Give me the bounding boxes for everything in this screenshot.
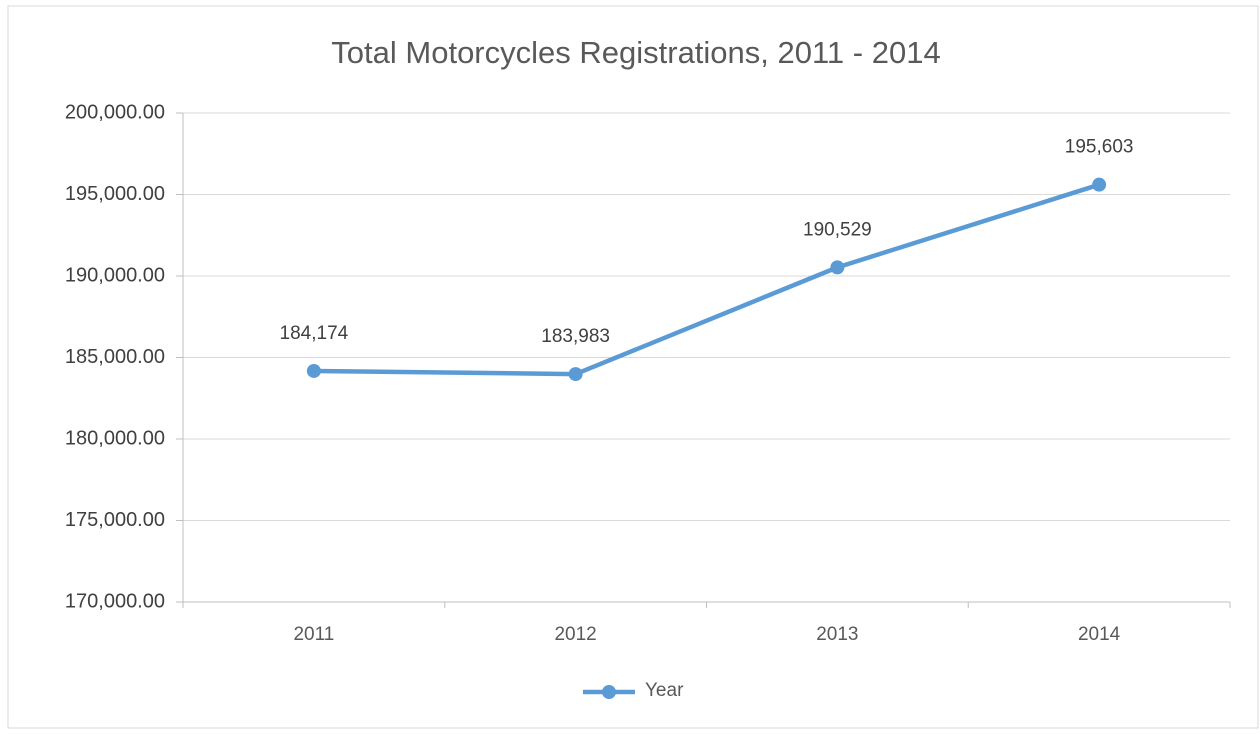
data-label: 184,174 [280,323,349,344]
x-tick-label: 2013 [816,624,858,645]
data-point [306,363,321,378]
data-label: 195,603 [1065,137,1134,158]
legend-label: Year [645,680,684,701]
chart-border [7,5,1259,729]
y-tick-label: 180,000.00 [65,427,165,449]
data-point [568,367,583,382]
x-tick-label: 2014 [1078,624,1121,645]
data-label: 190,529 [803,219,872,240]
y-tick-label: 200,000.00 [65,101,165,123]
y-tick-label: 195,000.00 [65,183,165,205]
chart-title: Total Motorcycles Registrations, 2011 - … [331,35,940,70]
legend-marker [602,685,616,699]
data-point [1092,177,1107,192]
x-tick-label: 2012 [554,624,596,645]
y-tick-label: 175,000.00 [65,509,165,531]
x-tick-label: 2011 [293,624,334,645]
data-point [830,260,845,275]
data-label: 183,983 [541,326,610,347]
y-tick-label: 170,000.00 [65,590,165,612]
y-tick-label: 185,000.00 [65,346,165,368]
y-tick-label: 190,000.00 [65,264,165,286]
series-line [311,182,1102,377]
